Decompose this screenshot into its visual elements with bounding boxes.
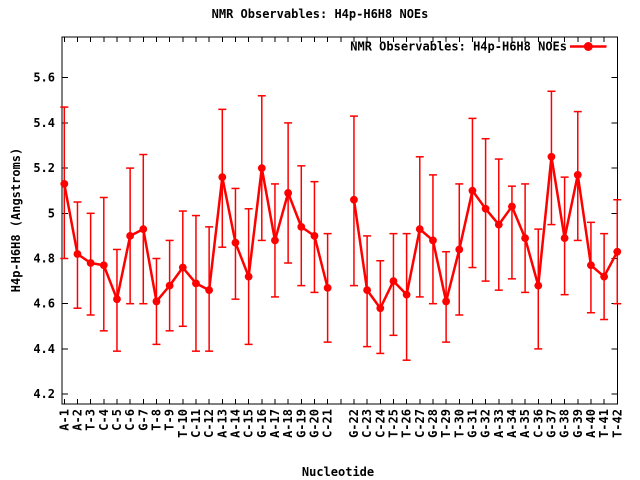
y-tick-label: 5.6 xyxy=(33,71,55,85)
data-point xyxy=(165,281,174,290)
x-tick-label: A-14 xyxy=(228,409,242,438)
data-point xyxy=(192,279,200,288)
data-point xyxy=(86,259,95,267)
x-tick-label: T-41 xyxy=(597,409,611,438)
data-point xyxy=(271,236,279,245)
data-point xyxy=(613,247,622,256)
data-point xyxy=(363,286,372,295)
x-tick-label: C-21 xyxy=(321,409,335,438)
x-tick-label: G-28 xyxy=(426,409,440,438)
x-tick-label: T-29 xyxy=(439,409,453,438)
data-point xyxy=(600,272,609,281)
y-tick-label: 4.4 xyxy=(33,342,55,356)
legend-label: NMR Observables: H4p-H6H8 NOEs xyxy=(350,40,567,54)
data-point xyxy=(376,304,385,313)
data-point xyxy=(415,225,424,234)
data-point xyxy=(323,283,332,292)
data-point xyxy=(257,164,266,173)
data-point xyxy=(429,236,437,245)
data-point xyxy=(481,204,490,213)
data-point xyxy=(402,290,411,299)
x-tick-label: G-38 xyxy=(558,409,572,438)
data-point xyxy=(113,295,121,304)
x-tick-label: C-27 xyxy=(413,409,427,438)
x-tick-label: C-11 xyxy=(189,409,203,438)
data-point xyxy=(126,232,135,240)
data-point xyxy=(310,232,319,240)
data-point xyxy=(560,234,569,243)
x-tick-label: G-22 xyxy=(347,409,361,438)
x-tick-label: C-6 xyxy=(123,409,137,431)
data-point xyxy=(231,238,240,247)
x-tick-label: C-4 xyxy=(97,409,111,431)
data-point xyxy=(139,225,148,234)
data-point xyxy=(152,297,161,306)
x-tick-label: A-34 xyxy=(505,409,519,438)
x-tick-label: A-18 xyxy=(281,409,295,438)
x-tick-label: T-3 xyxy=(84,409,98,431)
data-point xyxy=(350,195,358,204)
x-tick-label: T-10 xyxy=(176,409,190,438)
x-tick-label: A-33 xyxy=(492,409,506,438)
x-tick-label: G-16 xyxy=(255,409,269,438)
x-tick-label: G-37 xyxy=(544,409,558,438)
data-point xyxy=(60,180,69,188)
x-tick-label: G-20 xyxy=(307,409,321,438)
x-tick-label: G-39 xyxy=(571,409,585,438)
data-point xyxy=(573,170,582,179)
x-tick-label: A-13 xyxy=(215,409,229,438)
chart-title: NMR Observables: H4p-H6H8 NOEs xyxy=(211,7,429,21)
data-point xyxy=(468,186,477,195)
data-point xyxy=(244,272,253,281)
data-point xyxy=(521,234,530,243)
x-tick-label: A-17 xyxy=(268,409,282,438)
x-tick-label: A-1 xyxy=(57,409,71,431)
data-point xyxy=(99,261,108,270)
x-tick-label: G-31 xyxy=(465,409,479,438)
x-tick-label: C-24 xyxy=(373,409,387,438)
data-point xyxy=(297,222,306,231)
x-tick-label: T-26 xyxy=(400,409,414,438)
data-point xyxy=(442,297,451,306)
legend-sample-marker xyxy=(583,42,593,51)
x-tick-label: T-42 xyxy=(610,409,624,438)
x-tick-label: C-36 xyxy=(531,409,545,438)
x-tick-label: T-9 xyxy=(163,409,177,431)
x-tick-label: T-30 xyxy=(452,409,466,438)
x-tick-label: C-23 xyxy=(360,409,374,438)
x-tick-label: C-5 xyxy=(110,409,124,431)
x-tick-label: C-15 xyxy=(242,409,256,438)
data-point xyxy=(508,202,516,211)
data-point xyxy=(73,250,82,258)
y-tick-label: 4.8 xyxy=(33,252,55,266)
y-tick-label: 5.2 xyxy=(33,161,55,175)
data-point xyxy=(284,189,293,197)
y-tick-label: 4.2 xyxy=(33,387,55,401)
data-point xyxy=(547,152,556,161)
x-tick-label: A-35 xyxy=(518,409,532,438)
data-point xyxy=(494,220,503,229)
x-tick-label: G-32 xyxy=(479,409,493,438)
x-tick-label: C-12 xyxy=(202,409,216,438)
x-tick-label: A-40 xyxy=(584,409,598,438)
plot-border xyxy=(61,36,618,405)
data-point xyxy=(178,263,187,272)
y-tick-label: 4.6 xyxy=(33,297,55,311)
x-tick-label: A-2 xyxy=(70,409,84,431)
x-tick-label: G-7 xyxy=(136,409,150,431)
x-tick-label: T-25 xyxy=(386,409,400,438)
data-point xyxy=(389,277,398,285)
y-tick-label: 5 xyxy=(48,206,55,220)
data-point xyxy=(587,261,595,270)
data-point xyxy=(534,281,543,290)
data-point xyxy=(218,173,227,182)
y-tick-label: 5.4 xyxy=(33,116,55,130)
data-point xyxy=(455,245,464,254)
data-point xyxy=(205,286,214,295)
x-tick-label: G-19 xyxy=(294,409,308,438)
x-axis-label: Nucleotide xyxy=(301,465,375,479)
x-tick-label: T-8 xyxy=(149,409,163,431)
